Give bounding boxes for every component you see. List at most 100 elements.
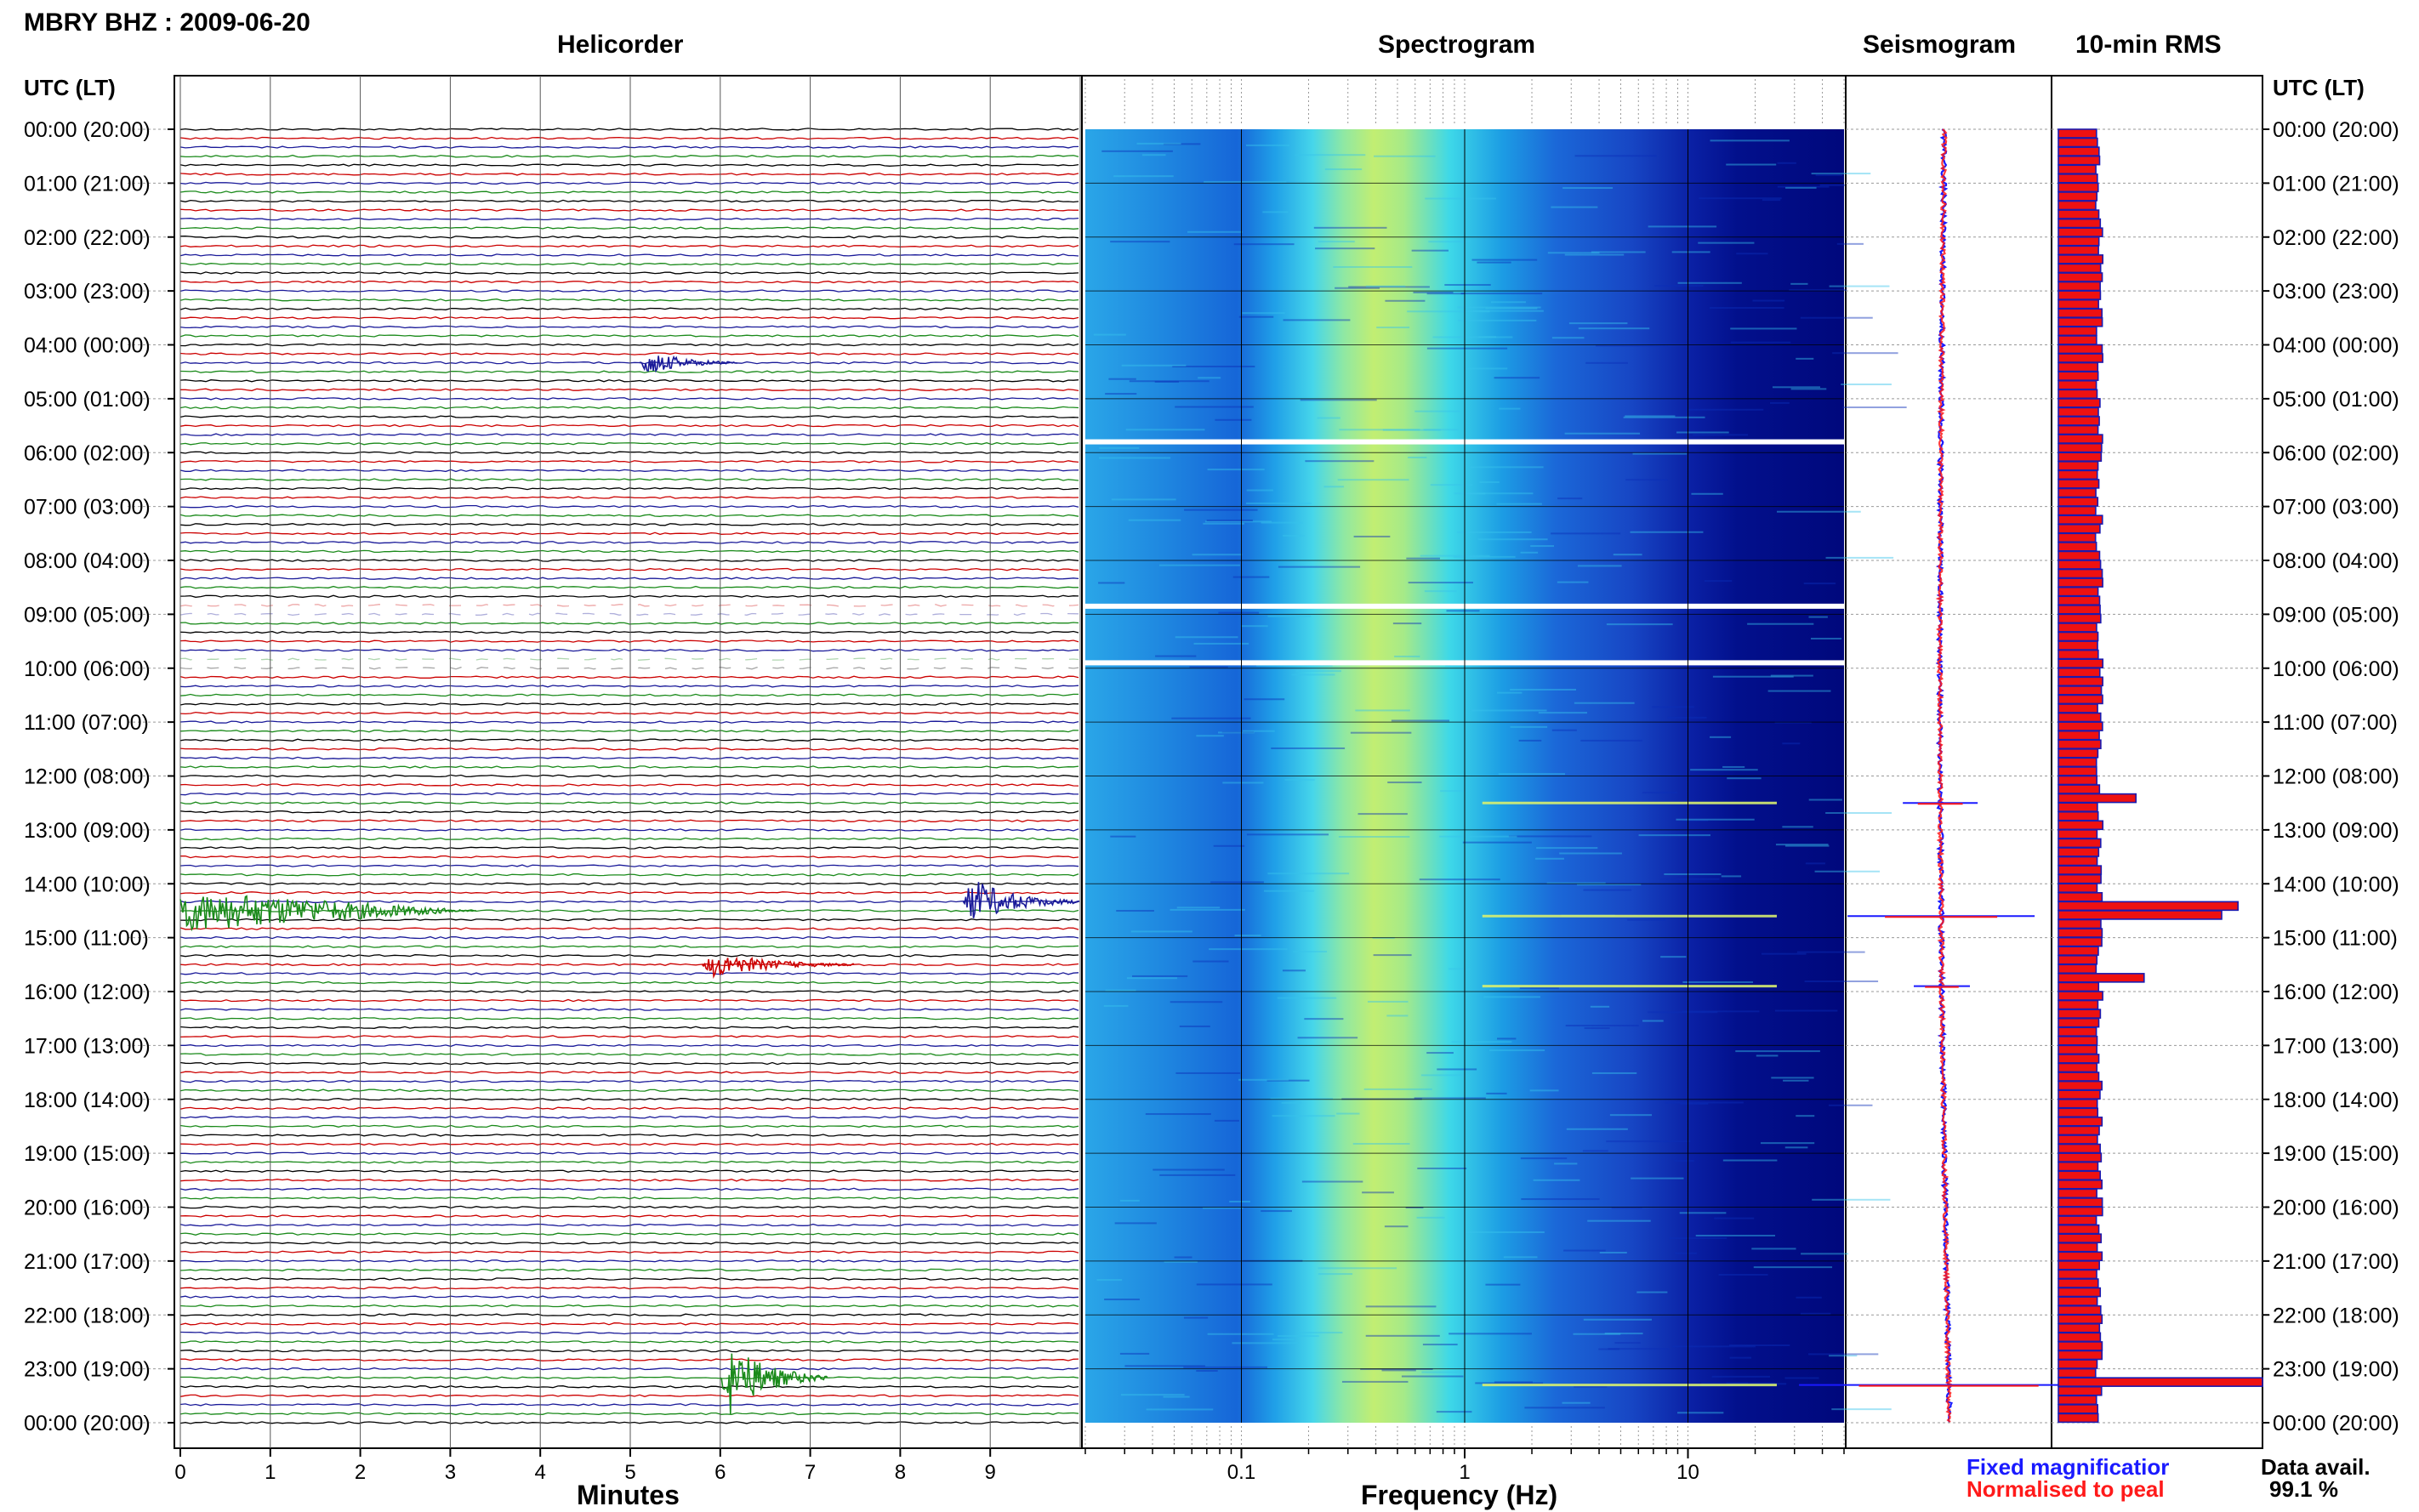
- rms-bar: [2058, 1359, 2098, 1369]
- helicorder-trace: [179, 433, 1079, 436]
- helicorder-trace: [179, 208, 1079, 212]
- spectrogram-noise: [1099, 457, 1171, 459]
- spectrogram-noise: [1546, 882, 1606, 884]
- spectrogram-noise: [1701, 1382, 1776, 1384]
- helicorder-trace: [179, 298, 1079, 302]
- rms-bar: [2058, 766, 2097, 776]
- rms-bar: [2058, 946, 2099, 956]
- helicorder-trace: [179, 1331, 1079, 1335]
- spectrogram-noise: [1385, 299, 1426, 302]
- rms-bar: [2058, 406, 2099, 418]
- spectrogram-noise: [1422, 1344, 1458, 1346]
- helicorder-trace: [179, 1412, 1079, 1416]
- spectrogram-noise: [1464, 367, 1508, 370]
- spectrogram-noise: [1196, 1283, 1272, 1286]
- legend-fixed: Fixed magnificatior: [1967, 1454, 2170, 1480]
- spectrogram-noise: [1154, 380, 1180, 383]
- spectrogram-noise: [1335, 287, 1380, 289]
- spectrogram-noise: [1193, 642, 1249, 645]
- spectrogram-noise: [1485, 1283, 1521, 1286]
- rms-bar: [2058, 1062, 2098, 1073]
- spectrogram-noise: [1534, 857, 1564, 860]
- time-label-left: 12:00 (08:00): [24, 765, 151, 789]
- spectrogram-noise: [1362, 1191, 1394, 1194]
- spectrogram-noise: [1625, 415, 1676, 418]
- helicorder-trace: [179, 559, 1079, 562]
- spectrogram-noise: [1341, 1380, 1409, 1383]
- helicorder-trace: [179, 729, 1079, 733]
- helicorder-trace: [180, 1043, 1079, 1048]
- helicorder-trace: [179, 289, 1079, 293]
- rms-bar: [2058, 847, 2100, 857]
- spectrogram-noise: [1714, 1217, 1755, 1219]
- time-label-right: 02:00 (22:00): [2273, 226, 2399, 250]
- spectrogram-noise: [1638, 834, 1710, 837]
- time-axis-header-left: UTC (LT): [24, 75, 116, 100]
- spectrogram-noise: [1158, 564, 1240, 566]
- spectrogram-noise: [1376, 327, 1410, 329]
- spectrogram-noise: [1538, 712, 1588, 714]
- helicorder-trace: [179, 935, 1079, 940]
- spectrogram-noise: [1808, 799, 1842, 801]
- helicorder-trace: [179, 1421, 1079, 1424]
- helicorder-trace: [179, 334, 1079, 338]
- helicorder-trace: [180, 280, 1079, 284]
- spectrogram-noise: [1460, 293, 1543, 295]
- helicorder-title: Helicorder: [557, 31, 684, 59]
- rms-bar: [2058, 1251, 2103, 1262]
- helicorder-tick-label: 5: [624, 1461, 635, 1484]
- spectrogram-noise: [1234, 935, 1261, 937]
- spectrogram-noise: [1462, 841, 1532, 844]
- spectrogram-noise: [1401, 1375, 1464, 1378]
- helicorder-trace: [179, 226, 1079, 230]
- spectrogram-noise: [1283, 319, 1351, 321]
- spectrogram-noise: [1264, 890, 1315, 892]
- spectrogram-noise: [1176, 907, 1221, 909]
- helicorder-trace: [179, 1142, 1079, 1146]
- spectrogram-noise: [1814, 870, 1881, 873]
- helicorder-trace: [179, 783, 1079, 787]
- spectrogram-noise: [1562, 1401, 1591, 1404]
- spectrogram-noise: [1313, 226, 1387, 229]
- time-label-right: 03:00 (23:00): [2273, 280, 2399, 304]
- rms-bar: [2058, 523, 2101, 534]
- spectrogram-noise: [1470, 466, 1544, 469]
- spectrogram-noise: [1164, 1260, 1198, 1263]
- rms-bar: [2058, 1161, 2099, 1172]
- spectrogram-noise: [1736, 253, 1768, 255]
- spectrogram-noise: [1451, 1041, 1512, 1043]
- helicorder-trace: [179, 217, 1079, 221]
- spectrogram-noise: [1105, 989, 1136, 992]
- rms-bar: [2058, 1260, 2100, 1270]
- spectrogram-noise: [1712, 675, 1794, 678]
- time-label-right: 12:00 (08:00): [2273, 765, 2399, 789]
- spectrogram-noise: [1490, 301, 1526, 304]
- spectrogram-noise: [1547, 252, 1600, 254]
- helicorder-trace: [179, 954, 1079, 958]
- spectrogram-noise: [1172, 366, 1255, 368]
- rms-bar: [2058, 712, 2102, 723]
- spectrogram-noise: [1374, 155, 1436, 157]
- spectrogram-noise: [1214, 1119, 1239, 1122]
- spectrogram-noise: [1498, 773, 1566, 776]
- rms-bar: [2058, 298, 2099, 310]
- spectrogram-noise: [1113, 175, 1174, 178]
- helicorder-event: [720, 1353, 828, 1414]
- spectrogram-noise: [1508, 835, 1592, 838]
- rms-bar: [2058, 1413, 2099, 1424]
- spectrogram-noise: [1533, 1179, 1580, 1181]
- spectrogram-noise: [1357, 813, 1408, 816]
- data-avail-label: Data avail.: [2261, 1454, 2371, 1480]
- spectrogram-noise: [1204, 520, 1272, 523]
- spectrogram-noise: [1519, 987, 1559, 990]
- rms-bar: [2058, 910, 2223, 920]
- spectrogram-noise: [1674, 1160, 1694, 1162]
- spectrogram-noise: [1551, 729, 1577, 731]
- spectrogram-noise: [1682, 981, 1754, 983]
- spectrogram-noise: [1583, 1318, 1653, 1321]
- helicorder-trace: [179, 1071, 1079, 1074]
- spectrogram-noise: [1414, 410, 1460, 412]
- rms-bar: [2058, 137, 2098, 148]
- spectrogram-noise: [1471, 709, 1547, 712]
- spectrogram-noise: [1730, 341, 1791, 344]
